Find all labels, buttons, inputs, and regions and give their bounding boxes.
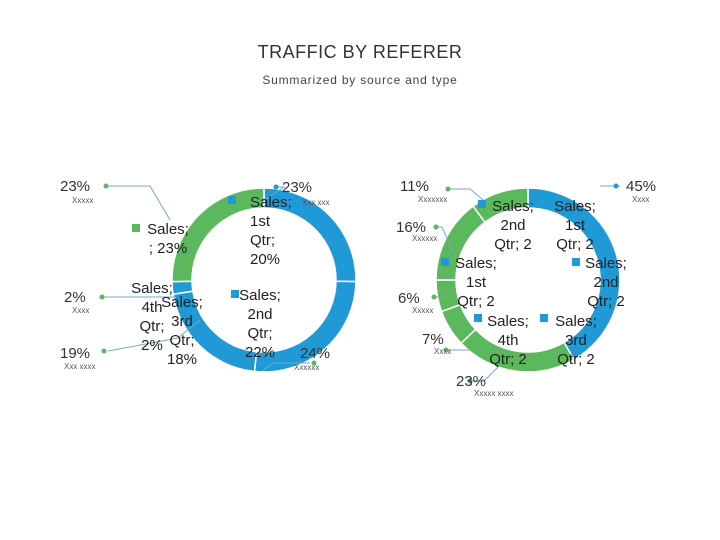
donut-2-category-label-4-line-1: Sales;	[487, 313, 529, 330]
donut-1-category-label-1-line-3: Qtr;	[250, 232, 275, 249]
donut-1-category-label-1-line-4: 20%	[250, 251, 280, 268]
donut-1-category-label-4-line-1: Sales;	[161, 294, 203, 311]
donut-2-leader-2	[468, 364, 501, 382]
donut-2-category-label-6-line-1: Sales;	[455, 255, 497, 272]
donut-1-percent-sublabel-1: Xxx xxx	[302, 198, 330, 207]
donut-1-legend-key-1	[228, 196, 236, 204]
donut-1-category-label-2-line-3: Qtr;	[248, 325, 273, 342]
donut-2-percent-label-2: 23%	[456, 373, 486, 390]
donut-2-percent-label-3: 7%	[422, 331, 444, 348]
donut-2-percent-sublabel-1: Xxxx	[632, 195, 649, 204]
donut-2-leader-dot-4	[431, 294, 437, 300]
donut-2-category-label-5-line-1: Sales;	[585, 255, 627, 272]
donut-1-percent-sublabel-2: Xxxxxx	[294, 363, 319, 372]
donut-1-slice-5	[171, 187, 265, 283]
donut-1-percent-label-3: 19%	[60, 345, 90, 362]
donut-1-leader-dot-5	[103, 183, 109, 189]
donut-2-category-label-5-line-3: Qtr; 2	[587, 293, 625, 310]
donut-1-category-label-4-line-2: 3rd	[171, 313, 193, 330]
donut-2-leader-dot-3	[443, 347, 449, 353]
donut-1-leader-1	[259, 186, 286, 204]
donut-1-category-label-3-line-3: Qtr;	[140, 318, 165, 335]
donut-2-category-label-2-line-1: Sales;	[492, 198, 534, 215]
donut-1-percent-label-1: 23%	[282, 179, 312, 196]
donut-2-leader-dot-6	[445, 186, 451, 192]
donut-2-leader-dot-5	[433, 224, 439, 230]
donut-1-category-label-5-line-1: Sales;	[147, 221, 189, 238]
donut-2-slice-6	[472, 187, 529, 224]
donut-2-leader-6	[446, 188, 489, 205]
donut-2-legend-key-3	[540, 314, 548, 322]
donut-2-category-label-3-line-1: Sales;	[555, 313, 597, 330]
donut-2-category-label-6-line-2: 1st	[466, 274, 487, 291]
donut-2-leader-dot-1	[613, 183, 619, 189]
donut-2-category-label-4-line-3: Qtr; 2	[489, 351, 527, 368]
donut-2-category-label-6-line-3: Qtr; 2	[457, 293, 495, 310]
donut-2-percent-label-4: 6%	[398, 290, 420, 307]
donut-2-category-label-2-line-2: 2nd	[500, 217, 525, 234]
donut-1-category-label-3-line-1: Sales;	[131, 280, 173, 297]
donut-2-percent-label-5: 16%	[396, 219, 426, 236]
donut-1-category-label-1-line-2: 1st	[250, 213, 271, 230]
donut-2-percent-sublabel-4: Xxxxx	[412, 306, 433, 315]
donut-1-legend-key-5	[132, 224, 140, 232]
donut-2-category-label-5-line-2: 2nd	[593, 274, 618, 291]
donut-1-leader-dot-3	[101, 348, 107, 354]
donut-1-legend-key-2	[231, 290, 239, 298]
donut-1-percent-sublabel-3: Xxx xxxx	[64, 362, 96, 371]
donut-1-category-label-4-line-3: Qtr;	[170, 332, 195, 349]
donut-1-category-label-4-line-4: 18%	[167, 351, 197, 368]
donut-1-percent-label-2: 24%	[300, 345, 330, 362]
donut-2-legend-key-4	[474, 314, 482, 322]
donut-2-percent-sublabel-6: Xxxxxxx	[418, 195, 447, 204]
donut-2-legend-key-5	[572, 258, 580, 266]
donut-1-category-label-3-line-2: 4th	[142, 299, 163, 316]
donut-2-category-label-1-line-1: Sales;	[554, 198, 596, 215]
donut-1-percent-sublabel-4: Xxxx	[72, 306, 89, 315]
donut-1-slice-4	[171, 280, 194, 296]
chart-title: TRAFFIC BY REFERER	[257, 42, 463, 62]
donut-1-category-label-1-line-1: Sales;	[250, 194, 292, 211]
donut-1-leader-5	[106, 185, 171, 221]
donut-2-category-label-3-line-3: Qtr; 2	[557, 351, 595, 368]
donut-2-percent-label-1: 45%	[626, 178, 656, 195]
donut-2-category-label-1-line-3: Qtr; 2	[556, 236, 594, 253]
donut-1-percent-label-4: 2%	[64, 289, 86, 306]
donut-1-category-label-2-line-1: Sales;	[239, 287, 281, 304]
donut-2-percent-label-6: 11%	[400, 178, 429, 195]
donut-2-category-label-1-line-2: 1st	[565, 217, 586, 234]
donut-1-category-label-5-line-2: ; 23%	[149, 240, 187, 257]
donut-1-leader-2	[261, 362, 310, 372]
donut-2-percent-sublabel-5: Xxxxxx	[412, 234, 437, 243]
donut-1-percent-sublabel-5: Xxxxx	[72, 196, 93, 205]
donut-1-category-label-2-line-4: 22%	[245, 344, 275, 361]
donut-2-category-label-3-line-2: 3rd	[565, 332, 587, 349]
donut-1-leader-dot-4	[99, 294, 105, 300]
donut-2-leader-dot-2	[467, 378, 473, 384]
donut-1-leader-dot-1	[273, 184, 279, 190]
chart-subtitle: Summarized by source and type	[262, 73, 458, 87]
donut-2-category-label-2-line-3: Qtr; 2	[494, 236, 532, 253]
donut-1-percent-label-5: 23%	[60, 178, 90, 195]
donut-2-legend-key-6	[441, 258, 449, 266]
donut-1-leader-3	[107, 319, 201, 352]
donut-2-leader-5	[438, 226, 457, 259]
donut-2-percent-sublabel-2: Xxxxx xxxx	[474, 389, 514, 398]
donut-2-category-label-4-line-2: 4th	[498, 332, 519, 349]
donut-1-category-label-3-line-4: 2%	[141, 337, 163, 354]
donut-2-legend-key-2	[478, 200, 486, 208]
donut-2-legend-key-1	[540, 200, 548, 208]
donut-2-percent-sublabel-3: Xxxx	[434, 347, 451, 356]
donut-1-category-label-2-line-2: 2nd	[247, 306, 272, 323]
donut-1-leader-dot-2	[311, 360, 317, 366]
